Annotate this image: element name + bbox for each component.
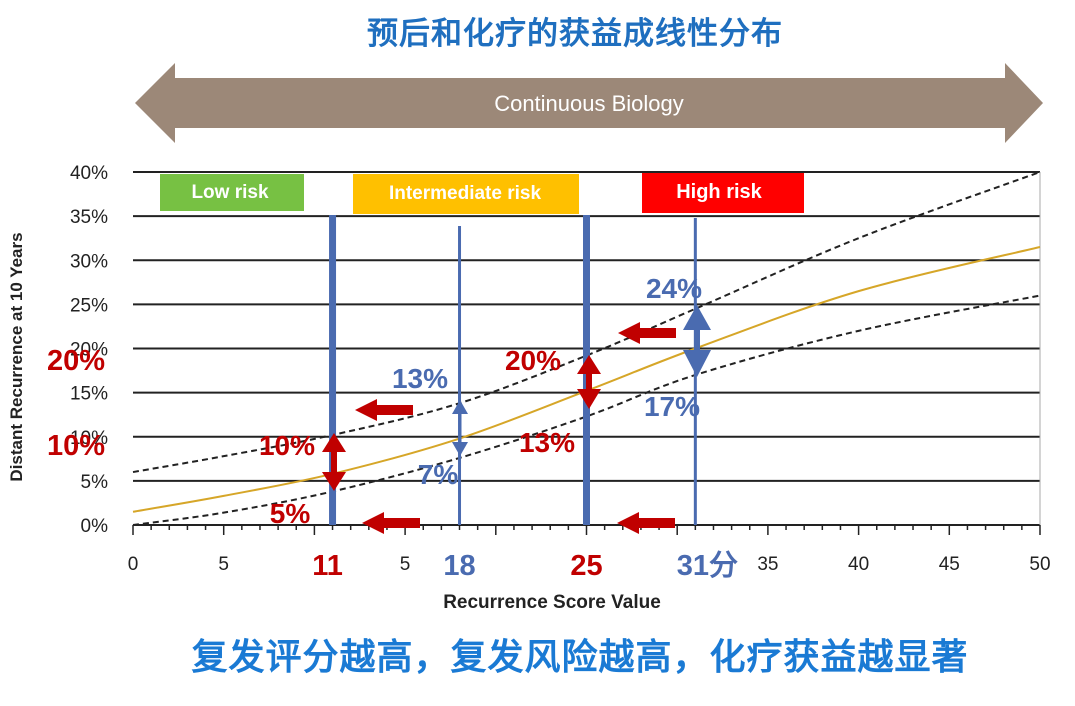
x-tick-labels: 0 5 11 5 18 25 31分 35 40 45 50 [128, 549, 1051, 582]
x-tick-label: 5 [400, 554, 411, 575]
annot-25-lower: 13% [519, 427, 575, 458]
red-double-arrow-11-top [322, 433, 346, 452]
annot-18-lower: 7% [418, 459, 459, 490]
x-tick-label: 0 [128, 554, 139, 575]
blue-double-arrow-18-top [452, 400, 468, 414]
y-tick-label: 0% [81, 516, 109, 537]
red-arrows [355, 322, 676, 534]
annot-31-lower: 17% [644, 391, 700, 422]
annot-25-upper: 20% [505, 345, 561, 376]
left-axis-10-label: 10% [47, 430, 105, 462]
continuous-biology-arrow [135, 63, 1043, 143]
blue-double-arrows [452, 305, 711, 456]
annot-11-upper: 10% [259, 430, 315, 461]
blue-double-arrow-31-top [683, 305, 711, 330]
y-tick-label: 15% [70, 384, 108, 405]
page-title: 预后和化疗的获益成线性分布 [367, 16, 783, 52]
low-risk-label: Low risk [191, 182, 269, 203]
intermediate-risk-box [353, 174, 579, 214]
high-risk-box [642, 173, 804, 213]
red-double-arrow-11-bottom [322, 472, 346, 491]
x-tick-label: 5 [218, 554, 229, 575]
red-arrow-25-lower [617, 512, 675, 534]
x-tick-label: 11 [312, 550, 343, 582]
x-tick-label: 40 [848, 554, 869, 575]
y-tick-label: 30% [70, 251, 108, 272]
red-arrow-11-lower [362, 512, 420, 534]
y-tick-label: 25% [70, 295, 108, 316]
bottom-caption: 复发评分越高，复发风险越高，化疗获益越显著 [191, 637, 969, 678]
series-curve-3 [132, 294, 1041, 526]
series-curve-1 [132, 171, 1041, 474]
low-risk-box [160, 174, 304, 211]
y-tick-label: 20% [70, 340, 108, 361]
red-arrow-11-upper [355, 399, 413, 421]
x-tick-label: 31分 [677, 549, 738, 582]
x-tick-label: 50 [1029, 554, 1050, 575]
annot-11-lower: 5% [270, 498, 311, 529]
intermediate-risk-label: Intermediate risk [389, 183, 541, 204]
y-tick-labels: 0% 5% 10% 15% 20% 25% 30% 35% 40% [70, 163, 108, 537]
blue-double-arrow-18-bottom [452, 442, 468, 456]
high-risk-label: High risk [676, 181, 762, 203]
y-tick-label: 10% [70, 428, 108, 449]
blue-double-arrow-31-bottom [683, 350, 711, 377]
annot-31-upper: 24% [646, 273, 702, 304]
left-axis-20-label: 20% [47, 345, 105, 377]
banner-label: Continuous Biology [494, 91, 684, 116]
y-tick-label: 40% [70, 163, 108, 184]
y-tick-label: 5% [81, 472, 109, 493]
red-double-arrow-25-bottom [577, 389, 601, 409]
y-tick-label: 35% [70, 207, 108, 228]
x-tick-label: 25 [570, 550, 602, 582]
x-axis-label: Recurrence Score Value [443, 592, 661, 613]
series-curve-2 [132, 246, 1041, 513]
x-tick-label: 35 [757, 554, 778, 575]
x-tick-label: 45 [939, 554, 960, 575]
red-double-arrows [322, 355, 601, 491]
series-group [132, 171, 1041, 526]
annot-18-upper: 13% [392, 363, 448, 394]
x-tick-label: 18 [443, 550, 475, 582]
red-double-arrow-25-top [577, 355, 601, 374]
red-arrow-25-upper [618, 322, 676, 344]
y-axis-label: Distant Recurrence at 10 Years [7, 232, 26, 481]
